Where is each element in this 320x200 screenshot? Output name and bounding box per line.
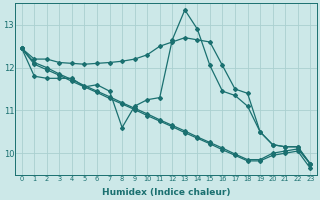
X-axis label: Humidex (Indice chaleur): Humidex (Indice chaleur): [102, 188, 230, 197]
